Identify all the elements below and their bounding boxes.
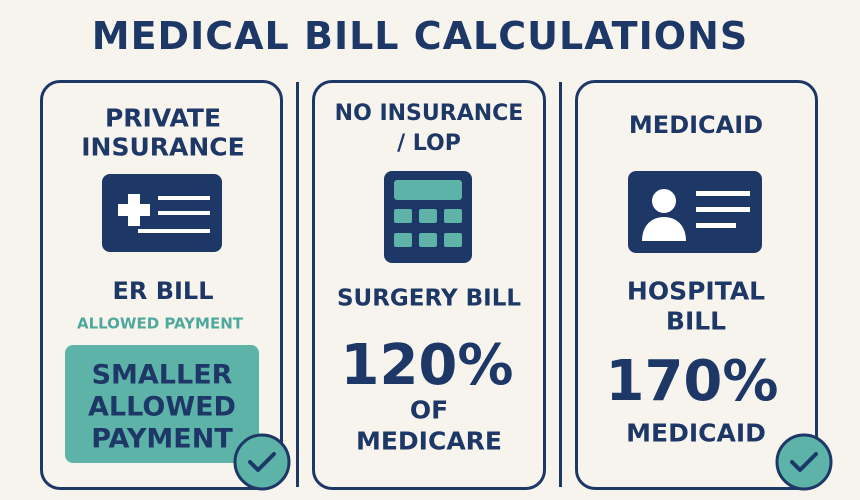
rate: 120% <box>340 333 514 398</box>
card-heading: NO INSURANCE <box>334 101 524 126</box>
card-heading: MEDICAID <box>628 111 764 139</box>
card <box>40 80 283 490</box>
card-heading: PRIVATE <box>104 103 222 133</box>
highlight-text: SMALLER <box>91 359 233 391</box>
card-heading: / LOP <box>397 131 461 156</box>
check-icon <box>233 433 291 491</box>
highlight-box <box>65 345 259 463</box>
bill-type: SURGERY BILL <box>336 285 522 312</box>
calculator-icon <box>384 171 472 263</box>
bill-type: BILL <box>665 306 727 336</box>
check-icon <box>775 433 833 491</box>
bill-type: HOSPITAL <box>626 276 766 306</box>
divider <box>559 82 562 487</box>
bill-type: ER BILL <box>112 277 214 305</box>
rate-basis: MEDICAID <box>626 418 766 448</box>
sub-label: ALLOWED PAYMENT <box>76 314 244 333</box>
highlight-text: ALLOWED <box>88 391 236 423</box>
rate-basis: OF <box>409 395 449 425</box>
id-card-icon <box>628 171 762 253</box>
title: MEDICAL BILL CALCULATIONS <box>91 14 749 58</box>
divider <box>296 82 299 487</box>
card-heading: INSURANCE <box>81 132 245 162</box>
rate-basis: MEDICARE <box>355 426 503 456</box>
highlight-text: PAYMENT <box>91 423 233 455</box>
insurance-card-icon <box>102 174 222 252</box>
card <box>575 80 818 490</box>
rate: 170% <box>605 349 779 414</box>
card <box>312 80 546 490</box>
